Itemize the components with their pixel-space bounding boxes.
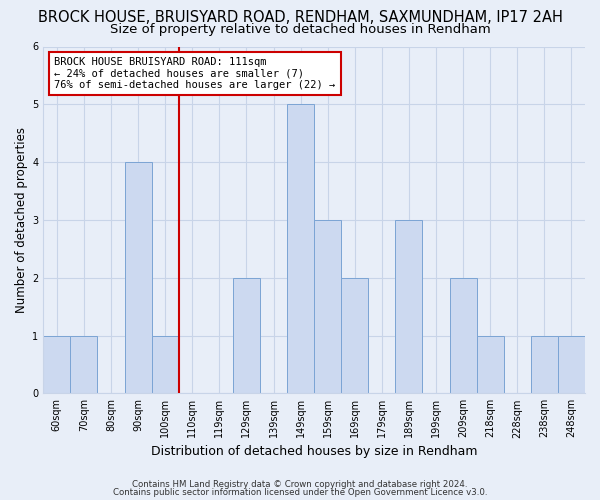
Bar bbox=[531, 336, 558, 394]
X-axis label: Distribution of detached houses by size in Rendham: Distribution of detached houses by size … bbox=[151, 444, 478, 458]
Bar bbox=[558, 336, 585, 394]
Bar bbox=[287, 104, 314, 394]
Text: Size of property relative to detached houses in Rendham: Size of property relative to detached ho… bbox=[110, 22, 490, 36]
Text: BROCK HOUSE BRUISYARD ROAD: 111sqm
← 24% of detached houses are smaller (7)
76% : BROCK HOUSE BRUISYARD ROAD: 111sqm ← 24%… bbox=[54, 57, 335, 90]
Bar bbox=[449, 278, 476, 394]
Text: BROCK HOUSE, BRUISYARD ROAD, RENDHAM, SAXMUNDHAM, IP17 2AH: BROCK HOUSE, BRUISYARD ROAD, RENDHAM, SA… bbox=[38, 10, 562, 25]
Bar bbox=[395, 220, 422, 394]
Bar bbox=[233, 278, 260, 394]
Bar bbox=[70, 336, 97, 394]
Bar bbox=[152, 336, 179, 394]
Text: Contains public sector information licensed under the Open Government Licence v3: Contains public sector information licen… bbox=[113, 488, 487, 497]
Bar bbox=[125, 162, 152, 394]
Bar bbox=[314, 220, 341, 394]
Bar bbox=[476, 336, 504, 394]
Y-axis label: Number of detached properties: Number of detached properties bbox=[15, 127, 28, 313]
Text: Contains HM Land Registry data © Crown copyright and database right 2024.: Contains HM Land Registry data © Crown c… bbox=[132, 480, 468, 489]
Bar bbox=[341, 278, 368, 394]
Bar bbox=[43, 336, 70, 394]
